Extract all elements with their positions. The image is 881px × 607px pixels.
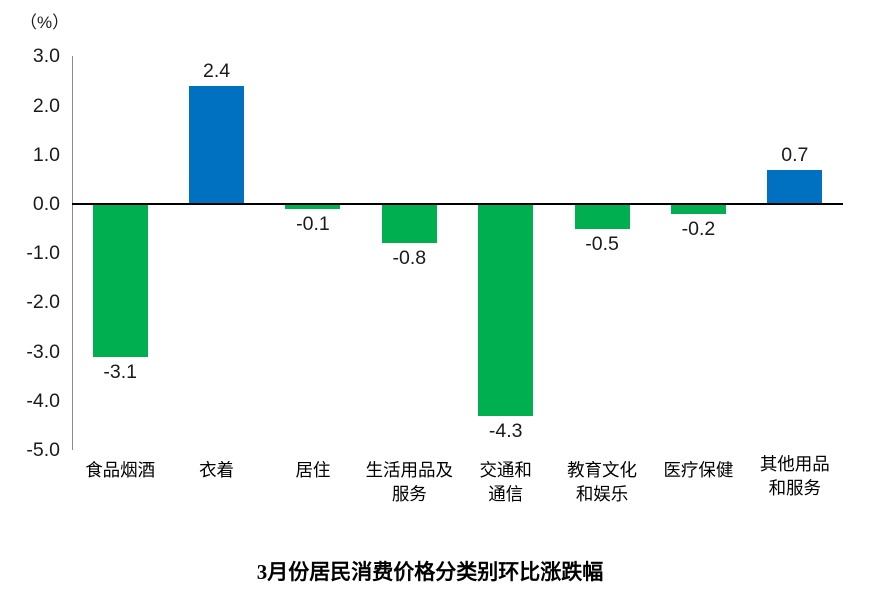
bar-value-label: -4.3 xyxy=(488,419,523,442)
x-category-label: 交通和 通信 xyxy=(479,460,532,504)
bar-value-label: -0.1 xyxy=(296,212,330,235)
chart-title: 3月份居民消费价格分类别环比涨跌幅 xyxy=(256,560,604,584)
x-category-label: 其他用品 和服务 xyxy=(759,454,830,498)
y-tick-label: -4.0 xyxy=(26,389,60,412)
bar-value-label: 0.7 xyxy=(781,143,809,166)
zero-baseline xyxy=(72,202,843,205)
bar-6 xyxy=(574,204,630,229)
y-axis-unit-label: （%） xyxy=(20,13,70,32)
bar-5 xyxy=(478,204,534,416)
y-tick-label: 0.0 xyxy=(32,193,60,215)
y-tick-label: -1.0 xyxy=(26,242,60,265)
y-axis-line xyxy=(72,56,73,450)
x-category-label: 教育文化 和娱乐 xyxy=(567,460,638,504)
bar-8 xyxy=(767,169,823,204)
y-tick-label: 2.0 xyxy=(32,94,60,117)
y-tick-label: -3.0 xyxy=(26,340,60,363)
x-category-label: 食品烟酒 xyxy=(85,460,156,480)
y-tick-label: -2.0 xyxy=(26,291,60,314)
x-category-label: 医疗保健 xyxy=(663,460,734,480)
bar-4 xyxy=(381,204,437,244)
bar-1 xyxy=(92,204,148,357)
x-category-label: 衣着 xyxy=(199,460,235,480)
bar-2 xyxy=(189,85,245,204)
y-tick-label: -5.0 xyxy=(26,439,60,461)
bar-value-label: -0.5 xyxy=(585,232,619,255)
y-tick-label: 3.0 xyxy=(32,45,60,68)
x-category-label: 生活用品及 服务 xyxy=(365,460,454,504)
x-category-label: 居住 xyxy=(295,460,331,480)
bar-value-label: -3.1 xyxy=(103,360,137,383)
bar-value-label: -0.8 xyxy=(392,247,427,270)
bar-value-label: 2.4 xyxy=(203,59,231,82)
y-tick-label: 1.0 xyxy=(32,143,60,166)
bar-value-label: -0.2 xyxy=(681,217,716,240)
bar-7 xyxy=(670,204,726,214)
bar-3 xyxy=(285,204,341,209)
